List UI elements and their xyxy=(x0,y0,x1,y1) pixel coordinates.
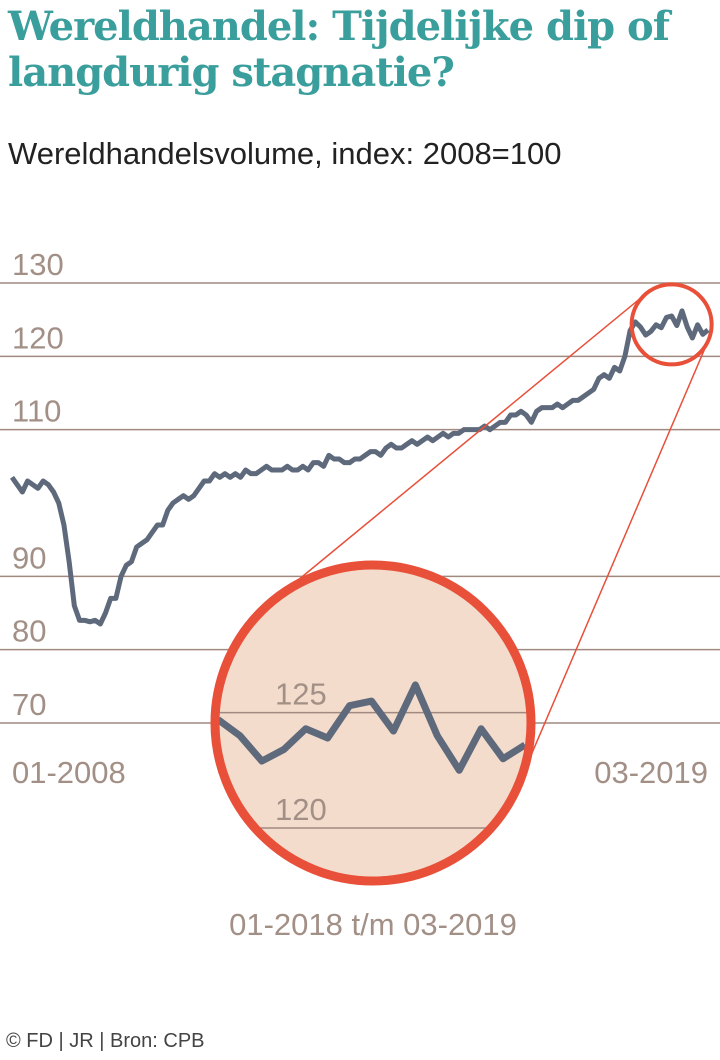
y-tick-label: 70 xyxy=(12,687,46,722)
y-tick-label: 120 xyxy=(12,320,64,355)
y-tick-label: 125 xyxy=(275,677,327,712)
callout-line xyxy=(517,339,710,786)
x-axis-label: 01-2018 t/m 03-2019 xyxy=(229,907,517,942)
line xyxy=(9,308,710,627)
y-tick-label: 80 xyxy=(12,614,46,649)
y-tick-label: 90 xyxy=(12,540,46,575)
y-tick-label: 130 xyxy=(12,247,64,282)
inset-circle xyxy=(215,565,531,881)
callout-line xyxy=(272,292,647,602)
subtitle: Wereldhandelsvolume, index: 2008=100 xyxy=(8,136,562,171)
footer: © FD | JR | Bron: CPB xyxy=(6,1030,205,1052)
x-tick-label: 01-2008 xyxy=(12,755,126,790)
inset: 120 125 xyxy=(215,677,531,829)
x-tick-label: 03-2019 xyxy=(594,755,708,790)
line xyxy=(215,681,527,774)
title: Wereldhandel: Tijdelijke dip of langduri… xyxy=(8,3,670,96)
y-tick-label: 110 xyxy=(12,394,61,429)
inset-border xyxy=(210,560,536,886)
zoom-circle xyxy=(629,282,714,367)
y-tick-label: 120 xyxy=(275,792,327,827)
